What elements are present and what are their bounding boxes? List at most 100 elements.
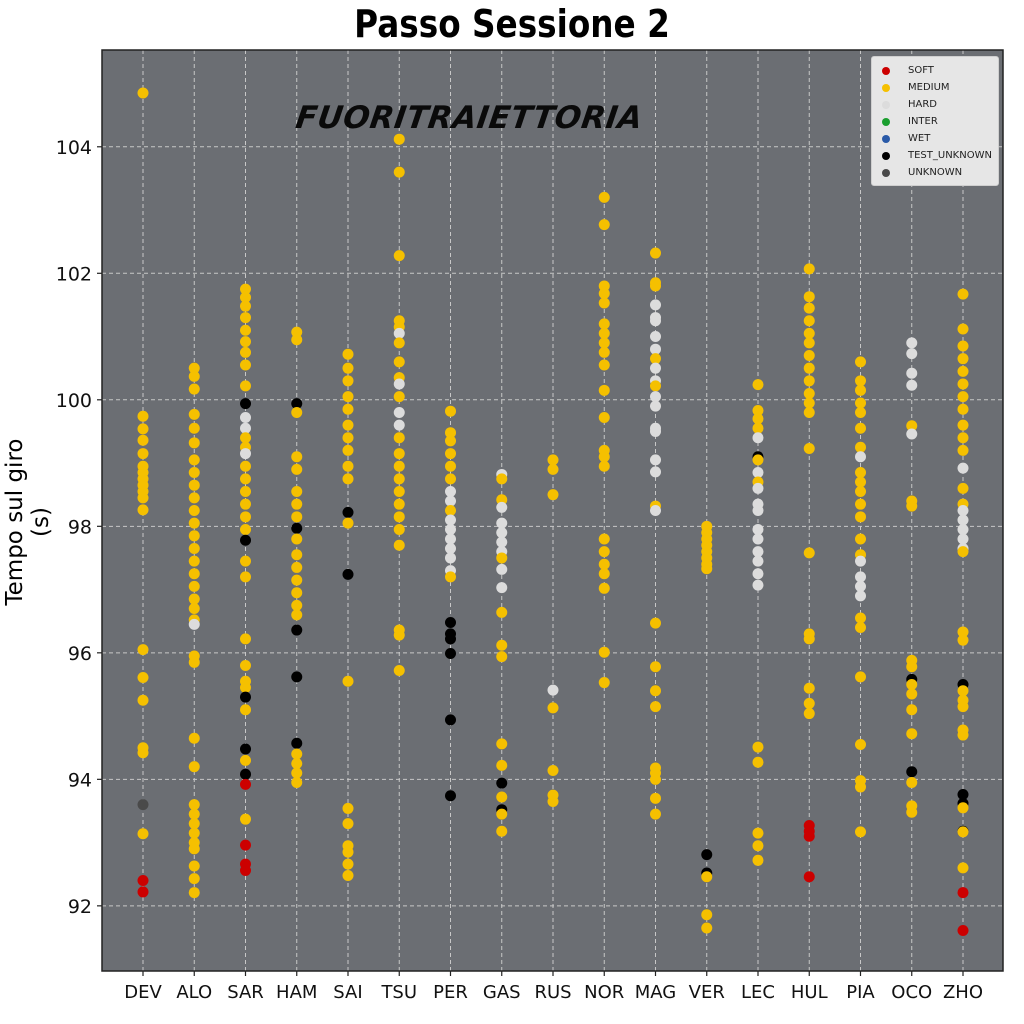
wet-marker-icon	[882, 134, 890, 143]
lap-point	[393, 133, 405, 145]
watermark-logo: FUORITRAIETTORIA	[293, 100, 646, 136]
lap-point	[547, 489, 559, 501]
legend-item-test-unknown: TEST_UNKNOWN	[882, 147, 992, 164]
soft-marker-icon	[882, 66, 890, 75]
x-tick-label: SAI	[333, 982, 362, 1003]
driver-series-gas	[496, 468, 508, 837]
lap-point	[445, 405, 456, 417]
x-axis: DEV ALO SAR HAM SAI TSU PER GAS RUS NOR MAG VER LEC H…	[124, 971, 983, 1003]
lap-point	[803, 443, 815, 455]
lap-point	[342, 858, 354, 870]
lap-point	[342, 348, 354, 360]
lap-point	[855, 467, 866, 479]
lap-point	[650, 505, 661, 516]
lap-point	[291, 326, 303, 338]
lap-point	[188, 580, 200, 592]
lap-point	[240, 283, 251, 295]
x-tick-label: RUS	[534, 982, 571, 1003]
lap-point	[342, 675, 354, 687]
lap-point	[393, 327, 405, 339]
driver-series-alo	[188, 362, 200, 899]
driver-series-tsu	[393, 133, 405, 677]
lap-point	[855, 580, 866, 592]
lap-point	[188, 732, 200, 744]
legend-label: SOFT	[908, 65, 934, 76]
lap-point	[291, 609, 303, 621]
lap-point	[803, 397, 815, 409]
driver-series-lec	[752, 379, 764, 866]
lap-point	[137, 694, 149, 706]
lap-point	[240, 754, 251, 766]
lap-point	[957, 419, 969, 431]
lap-point	[957, 505, 969, 516]
lap-point	[445, 435, 456, 447]
legend-label: TEST_UNKNOWN	[908, 150, 992, 161]
lap-point	[188, 618, 200, 630]
lap-point	[650, 454, 661, 466]
lap-point	[906, 500, 918, 512]
y-tick-label: 94	[68, 769, 92, 791]
lap-point	[957, 626, 969, 638]
lap-point	[650, 380, 661, 392]
lap-point	[137, 492, 149, 504]
lap-point	[137, 410, 149, 422]
lap-point	[188, 479, 200, 491]
lap-point	[855, 826, 866, 838]
lap-point	[240, 300, 251, 312]
lap-point	[291, 451, 303, 463]
lap-point	[445, 533, 456, 545]
lap-point	[188, 603, 200, 615]
lap-point	[598, 533, 610, 545]
y-axis: 92 94 96 98 100 102 104	[56, 137, 102, 918]
lap-point	[445, 460, 456, 472]
lap-point	[855, 486, 866, 498]
lap-point	[240, 398, 251, 410]
lap-point	[240, 864, 251, 876]
lap-point	[803, 708, 815, 720]
driver-series-mag	[650, 247, 661, 820]
lap-point	[855, 781, 866, 793]
lap-point	[496, 563, 508, 575]
legend-item-unknown: UNKNOWN	[882, 164, 962, 181]
lap-point	[291, 398, 303, 410]
lap-point	[137, 504, 149, 516]
lap-point	[393, 406, 405, 418]
lap-point	[496, 791, 508, 803]
lap-point	[445, 647, 456, 659]
lap-point	[291, 748, 303, 760]
lap-point	[393, 460, 405, 472]
lap-point	[342, 391, 354, 403]
lap-point	[393, 448, 405, 460]
driver-series-ver	[701, 520, 713, 934]
lap-point	[240, 704, 251, 716]
lap-point	[855, 739, 866, 751]
lap-point	[291, 671, 303, 683]
lap-point	[598, 451, 610, 463]
data-points	[137, 87, 969, 937]
lap-point	[855, 571, 866, 583]
lap-point	[957, 634, 969, 646]
lap-point	[598, 568, 610, 580]
lap-point	[957, 887, 969, 899]
x-tick-label: ZHO	[943, 982, 983, 1003]
lap-point	[547, 684, 559, 696]
lap-point	[855, 612, 866, 624]
lap-point	[701, 849, 713, 861]
lap-point	[393, 523, 405, 535]
legend-item-soft: SOFT	[882, 62, 934, 79]
lap-point	[188, 517, 200, 529]
lap-point	[650, 773, 661, 785]
lap-point	[701, 909, 713, 921]
lap-point	[342, 818, 354, 830]
hard-marker-icon	[882, 100, 890, 109]
y-tick-label: 100	[56, 390, 92, 412]
lap-point	[906, 766, 918, 778]
lap-point	[752, 482, 764, 494]
y-tick-label: 92	[68, 896, 92, 918]
lap-point	[291, 549, 303, 561]
lap-point	[957, 701, 969, 713]
legend-label: WET	[908, 133, 931, 144]
x-tick-label: LEC	[741, 982, 775, 1003]
lap-point	[342, 362, 354, 374]
lap-point	[291, 758, 303, 770]
